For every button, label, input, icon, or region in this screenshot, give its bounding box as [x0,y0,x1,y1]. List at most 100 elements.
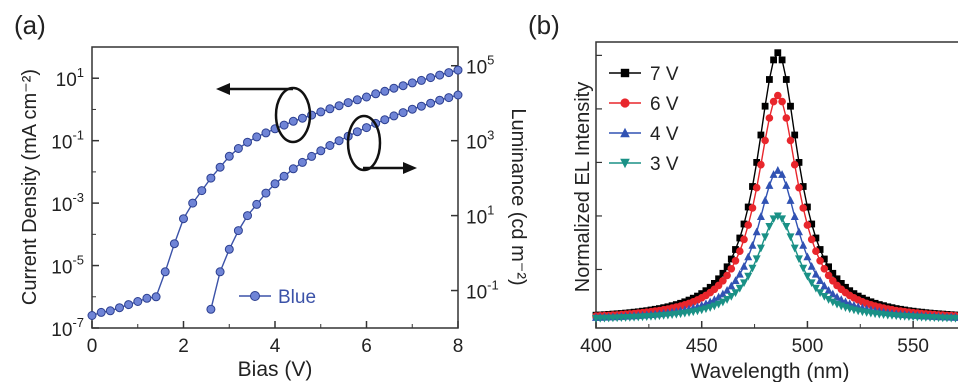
legend-label: 7 V [650,64,679,85]
data-point [766,76,773,83]
data-point [453,90,463,100]
data-point [416,101,426,111]
data-point [816,276,825,285]
data-point [727,255,735,263]
y2-tick-label: 105 [466,53,494,79]
data-point [233,226,243,236]
data-point [723,296,732,304]
panel-a-legend: Blue [239,287,316,308]
data-point [371,89,381,99]
data-point [407,78,417,88]
data-point [719,269,727,277]
y-tick-label: 10-1 [51,128,84,154]
panel-a-y-axis-title: Current Density (mA cm⁻²) [19,69,41,305]
x-tick-label: 550 [897,336,929,357]
data-point [719,277,727,285]
data-point [803,221,812,229]
data-point [744,203,752,211]
data-point [774,91,782,100]
data-point [761,136,769,145]
data-point [407,104,417,114]
data-point [812,247,820,255]
data-point [435,95,445,105]
data-point [215,162,225,172]
data-point [706,283,714,291]
data-point [352,127,362,137]
data-point [740,279,748,288]
panel-a-x-tick-labels: 0 2 4 6 8 [87,336,464,357]
x-tick-label: 400 [580,336,612,357]
data-point [380,115,390,125]
data-point [169,239,179,249]
data-point [87,311,97,320]
data-point [362,92,371,102]
data-point [206,173,216,183]
data-point [389,111,399,121]
data-point [778,170,787,178]
legend-marker-blue [250,291,260,301]
data-point [714,300,723,309]
data-point [124,300,134,310]
data-point [807,235,816,244]
data-point [362,123,371,133]
data-point [710,302,719,311]
legend-label: 6 V [650,94,679,115]
data-point [833,275,841,283]
data-point [807,279,816,288]
data-point [727,265,736,273]
data-point [252,132,262,142]
data-point [765,222,774,231]
data-point [334,101,344,111]
data-point [727,292,736,301]
data-point [820,265,829,273]
x-tick-label: 450 [686,336,718,357]
data-point [824,296,833,304]
data-point [765,181,774,189]
data-point [824,271,833,280]
data-point [820,281,829,290]
panel-a-y2-axis-title: Luminance (cd m⁻²) [507,108,529,285]
data-point [444,93,454,103]
x-tick-label: 0 [87,336,98,357]
data-point [803,252,812,261]
data-point [812,234,820,242]
data-point [769,215,778,224]
data-point [787,102,794,110]
data-point [334,136,344,146]
data-point [736,234,744,242]
data-point [799,204,807,212]
data-point [769,170,778,178]
legend-label: 4 V [650,124,679,145]
data-point [723,271,731,280]
left-axis-arrow-annotation [216,83,312,144]
data-point [782,222,791,231]
data-point [133,297,143,306]
data-point [270,179,280,189]
panel-a-ticks [91,46,459,329]
panel-a-y2-tick-labels: 105 103 101 10-1 [466,53,499,304]
data-point [426,73,436,83]
data-point [782,76,790,83]
data-point [804,203,811,211]
data-point [774,49,782,57]
y-tick-label: 101 [56,65,84,91]
data-point [757,160,765,169]
legend-entry: 7 V [609,64,679,85]
data-point [752,183,761,192]
data-point [820,292,829,301]
data-point [718,289,727,298]
y-tick-label: 10-3 [51,190,84,216]
data-point [723,263,731,271]
panel-b-label: (b) [528,10,560,40]
data-point [799,183,807,190]
data-point [297,113,307,123]
data-point [811,284,820,293]
data-point [794,227,803,236]
data-point [731,289,740,298]
data-point [749,183,756,190]
data-point [748,240,757,249]
data-point [761,102,769,110]
panel-a-x-axis-title: Bias (V) [238,358,313,381]
data-point [765,114,774,122]
x-tick-label: 4 [270,336,281,357]
